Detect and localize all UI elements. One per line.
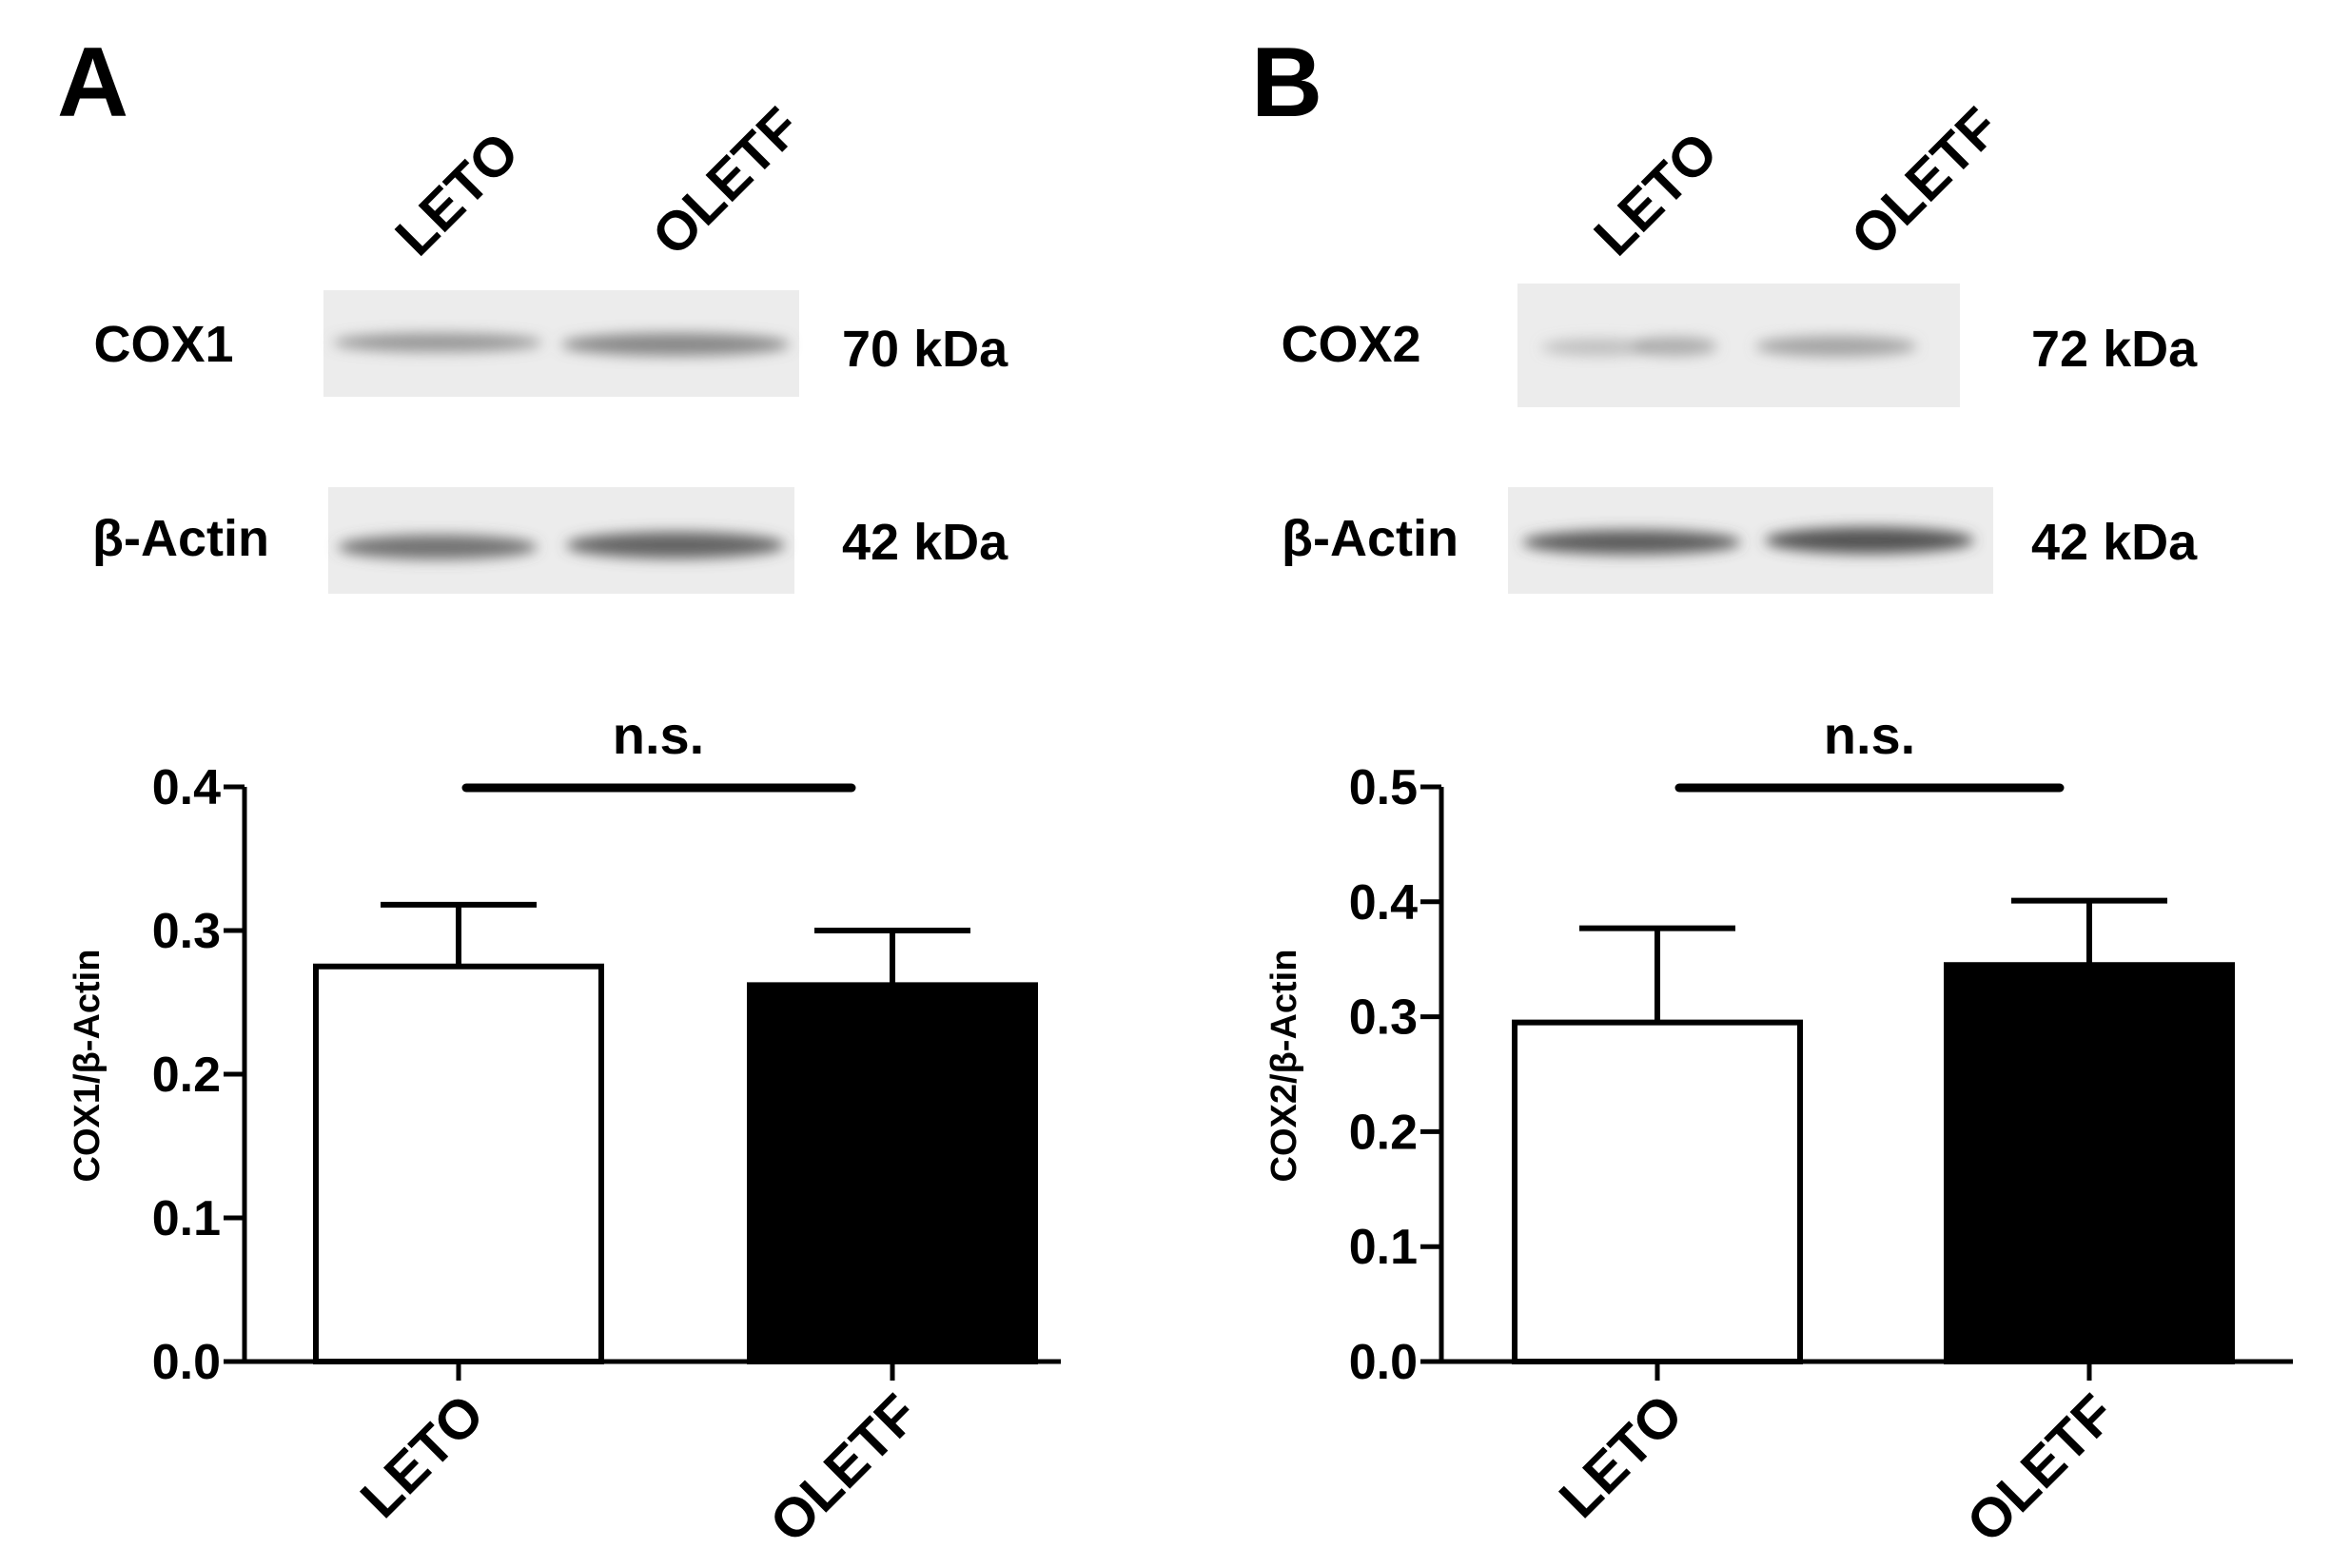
molecular-weight-label: 72 kDa bbox=[2031, 321, 2198, 378]
y-axis-label: COX1/β-Actin bbox=[68, 950, 108, 1183]
panel-letter: A bbox=[57, 28, 128, 138]
panel-b: B LETO OLETF COX2 72 kDa β-Actin 42 kDa bbox=[1251, 28, 2293, 1555]
bar-leto bbox=[313, 963, 604, 1364]
y-tick-label: 0.1 bbox=[1349, 1220, 1418, 1275]
protein-label: COX1 bbox=[93, 316, 233, 373]
lane-label-oletf: OLETF bbox=[1839, 96, 2010, 267]
x-tick-label: OLETF bbox=[758, 1382, 930, 1554]
panel-a: A LETO OLETF COX1 70 kDa β-Actin 42 kDa bbox=[57, 28, 1061, 1555]
panel-letter: B bbox=[1251, 28, 1322, 138]
significance-label: n.s. bbox=[613, 705, 704, 765]
protein-label: COX2 bbox=[1281, 316, 1420, 373]
y-tick-label: 0.2 bbox=[152, 1048, 221, 1103]
lane-label-oletf: OLETF bbox=[640, 96, 812, 267]
protein-label: β-Actin bbox=[92, 510, 269, 567]
y-tick-label: 0.4 bbox=[152, 760, 221, 815]
y-tick-label: 0.3 bbox=[152, 904, 221, 959]
y-tick-label: 0.5 bbox=[1349, 760, 1418, 815]
western-blot-cox2 bbox=[1517, 284, 1960, 407]
y-tick-label: 0.3 bbox=[1349, 990, 1418, 1046]
lane-label-leto: LETO bbox=[383, 121, 531, 268]
x-tick-label: LETO bbox=[1548, 1382, 1695, 1530]
western-blot-actin bbox=[328, 487, 794, 594]
y-tick-label: 0.0 bbox=[1349, 1335, 1418, 1390]
lane-label-leto: LETO bbox=[1582, 121, 1730, 268]
protein-label: β-Actin bbox=[1282, 510, 1459, 567]
x-tick-label: LETO bbox=[349, 1382, 497, 1530]
bar-chart-a: n.s. COX1/β-Actin 0.0 0.1 0.2 0.3 0.4 LETO OLE… bbox=[68, 705, 1061, 1555]
y-tick-label: 0.2 bbox=[1349, 1105, 1418, 1160]
western-blot-cox1 bbox=[323, 290, 799, 397]
molecular-weight-label: 70 kDa bbox=[842, 321, 1008, 378]
y-tick-label: 0.0 bbox=[152, 1335, 221, 1390]
x-tick-label: OLETF bbox=[1955, 1382, 2126, 1554]
y-axis-label: COX2/β-Actin bbox=[1264, 950, 1304, 1183]
significance-label: n.s. bbox=[1824, 705, 1915, 765]
bar-chart-b: n.s. COX2/β-Actin 0.0 0.1 0.2 0.3 0.4 0.5 LETO… bbox=[1264, 705, 2293, 1555]
y-tick-label: 0.1 bbox=[152, 1191, 221, 1246]
bar-leto bbox=[1512, 1019, 1803, 1364]
molecular-weight-label: 42 kDa bbox=[842, 514, 1008, 571]
y-tick-label: 0.4 bbox=[1349, 875, 1418, 931]
bar-oletf bbox=[1944, 962, 2235, 1364]
bar-oletf bbox=[747, 982, 1038, 1364]
molecular-weight-label: 42 kDa bbox=[2031, 514, 2198, 571]
western-blot-actin bbox=[1508, 487, 1993, 594]
